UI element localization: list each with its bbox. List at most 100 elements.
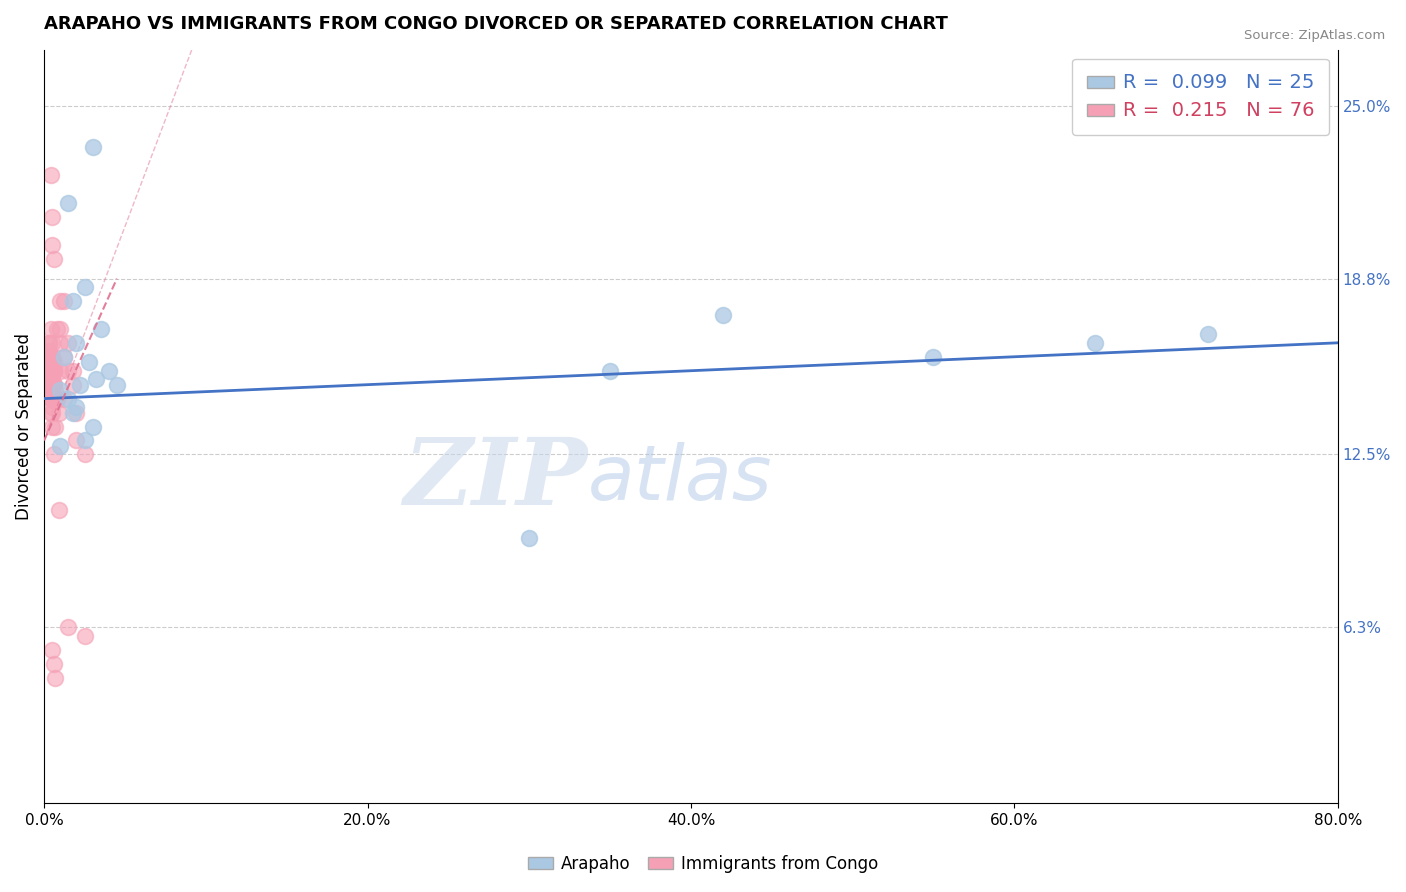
Point [46,392,69,406]
Point [38,364,60,378]
Legend: R =  0.099   N = 25, R =  0.215   N = 76: R = 0.099 N = 25, R = 0.215 N = 76 [1073,59,1329,135]
Point [82,140,104,154]
Point [41,392,63,406]
Point [39,377,62,392]
Point [42,364,65,378]
Point [44,419,66,434]
Point [49,384,72,398]
Point [1084,335,1107,350]
Point [41,238,63,252]
Point [41,377,63,392]
Point [42,364,65,378]
Point [42,392,65,406]
Point [90,322,112,336]
Point [52,392,75,406]
Point [41,392,63,406]
Point [84,372,107,386]
Point [39,355,62,369]
Point [41,392,63,406]
Point [73,434,96,448]
Text: atlas: atlas [588,442,772,516]
Point [39,322,62,336]
Point [41,350,63,364]
Point [82,419,104,434]
Point [42,447,65,461]
Text: ARAPAHO VS IMMIGRANTS FROM CONGO DIVORCED OR SEPARATED CORRELATION CHART: ARAPAHO VS IMMIGRANTS FROM CONGO DIVORCE… [44,15,948,33]
Point [39,350,62,364]
Point [62,406,84,420]
Point [711,308,734,322]
Point [65,335,87,350]
Point [38,377,60,392]
Point [42,377,65,392]
Point [38,344,60,359]
Point [42,377,65,392]
Point [105,377,128,392]
Point [42,392,65,406]
Point [42,355,65,369]
Point [73,280,96,294]
Point [38,372,60,386]
Point [41,350,63,364]
Point [38,335,60,350]
Point [39,350,62,364]
Point [39,406,62,420]
Point [46,322,69,336]
Point [41,392,63,406]
Point [62,293,84,308]
Point [41,419,63,434]
Legend: Arapaho, Immigrants from Congo: Arapaho, Immigrants from Congo [522,848,884,880]
Point [41,392,63,406]
Point [41,372,63,386]
Point [48,503,70,517]
Point [922,350,945,364]
Point [41,364,63,378]
Point [42,377,65,392]
Point [73,447,96,461]
Point [58,392,80,406]
Point [52,350,75,364]
Point [39,384,62,398]
Point [41,372,63,386]
Point [41,364,63,378]
Point [65,400,87,414]
Point [39,377,62,392]
Point [39,384,62,398]
Point [49,335,72,350]
Point [41,400,63,414]
Point [599,364,621,378]
Point [41,406,63,420]
Point [42,252,65,266]
Point [42,364,65,378]
Point [58,364,80,378]
Point [58,335,80,350]
Point [62,377,84,392]
Point [39,355,62,369]
Point [38,384,60,398]
Point [38,335,60,350]
Point [42,657,65,671]
Text: Source: ZipAtlas.com: Source: ZipAtlas.com [1244,29,1385,42]
Point [79,355,101,369]
Point [69,377,91,392]
Point [58,196,80,211]
Point [48,406,70,420]
Point [65,406,87,420]
Point [49,322,72,336]
Point [58,620,80,634]
Point [41,355,63,369]
Point [73,629,96,643]
Point [49,293,72,308]
Point [39,364,62,378]
Point [41,335,63,350]
Point [41,642,63,657]
Text: ZIP: ZIP [404,434,588,524]
Point [1197,327,1219,342]
Point [39,169,62,183]
Point [49,439,72,453]
Point [62,364,84,378]
Point [44,671,66,685]
Point [41,377,63,392]
Point [41,211,63,225]
Y-axis label: Divorced or Separated: Divorced or Separated [15,333,32,520]
